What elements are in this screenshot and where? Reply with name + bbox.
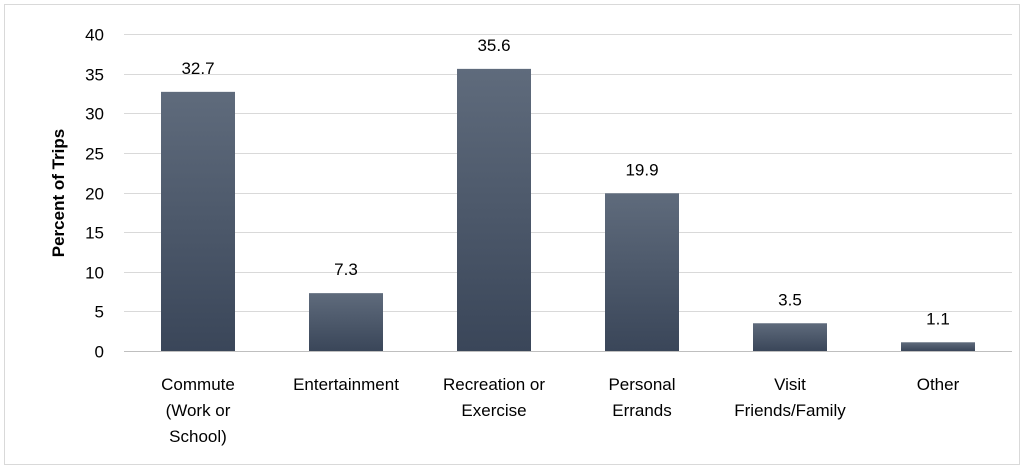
- data-label: 32.7: [181, 59, 214, 78]
- y-axis-title: Percent of Trips: [49, 129, 68, 257]
- x-category-label: Entertainment: [293, 375, 399, 394]
- data-labels: 32.7 7.3 35.6 19.9 3.5 1.1: [181, 36, 949, 328]
- x-category-label: Personal Errands: [608, 375, 675, 420]
- bar: [605, 193, 679, 351]
- y-tick-label: 10: [85, 264, 104, 283]
- bars: [161, 68, 975, 352]
- bar: [161, 91, 235, 351]
- data-label: 35.6: [477, 36, 510, 55]
- gridlines: [124, 34, 1012, 352]
- data-label: 1.1: [926, 309, 950, 328]
- x-category-label: Commute (Work or School): [161, 375, 235, 446]
- bar: [753, 323, 827, 351]
- bar: [901, 342, 975, 351]
- bar: [457, 68, 531, 352]
- y-tick-label: 20: [85, 185, 104, 204]
- bar: [309, 293, 383, 351]
- data-label: 3.5: [778, 290, 802, 309]
- y-tick-label: 15: [85, 224, 104, 243]
- y-tick-label: 5: [95, 303, 104, 322]
- data-label: 7.3: [334, 260, 358, 279]
- y-tick-label: 30: [85, 105, 104, 124]
- y-axis-ticks: 0 5 10 15 20 25 30 35 40: [85, 26, 104, 362]
- x-category-label: Other: [917, 375, 960, 394]
- y-tick-label: 35: [85, 66, 104, 85]
- data-label: 19.9: [625, 160, 658, 179]
- x-category-label: Visit Friends/Family: [734, 375, 846, 420]
- x-category-label: Recreation or Exercise: [443, 375, 545, 420]
- y-tick-label: 40: [85, 26, 104, 45]
- x-axis-labels: Commute (Work or School) Entertainment Recre…: [161, 375, 959, 446]
- y-tick-label: 25: [85, 145, 104, 164]
- y-tick-label: 0: [95, 343, 104, 362]
